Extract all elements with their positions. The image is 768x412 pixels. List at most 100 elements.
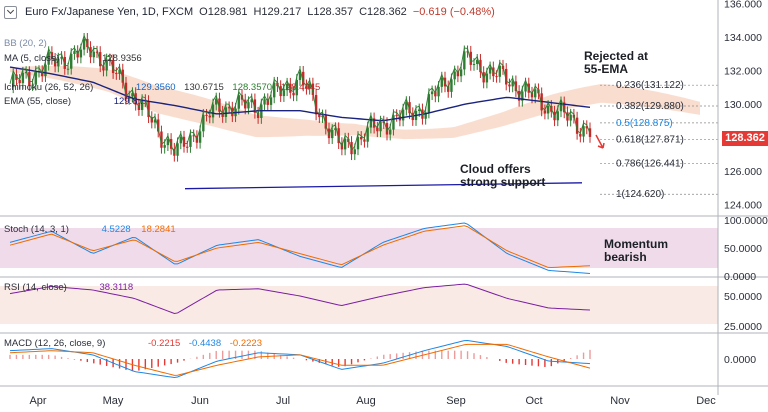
candle-body: [385, 123, 389, 135]
candle-body: [47, 52, 50, 65]
candle-body: [102, 66, 105, 71]
candle-body: [279, 86, 282, 97]
candle: [121, 63, 124, 89]
candle-body: [273, 82, 276, 98]
candle-body: [31, 84, 34, 86]
stoch-label[interactable]: Stoch (14, 3, 1) 4.5228 18.2841: [4, 224, 176, 235]
ma-indicator-label[interactable]: MA (5, close) 128.9356: [4, 53, 142, 64]
candle-body: [57, 58, 60, 67]
candle-body: [466, 51, 469, 53]
candle-body: [105, 59, 108, 71]
close-value: C128.362: [359, 6, 407, 18]
candle-body: [202, 114, 205, 132]
candle-body: [324, 115, 327, 129]
ichimoku-value-4: 128.4445: [280, 82, 321, 93]
candle-body: [269, 97, 273, 105]
candle-body: [463, 51, 466, 70]
candle-body: [366, 127, 369, 142]
candle-body: [131, 93, 134, 97]
candle: [505, 63, 508, 91]
time-tick-May: May: [103, 395, 124, 407]
collapse-icon[interactable]: [4, 5, 17, 19]
macd-value-3: -0.2223: [229, 338, 262, 349]
candle-body: [514, 81, 518, 92]
ema-indicator-label[interactable]: EMA (55, close) 129.8...: [4, 96, 145, 107]
candle-body: [459, 69, 463, 77]
price-tick-5: 126.000: [724, 166, 762, 178]
support-trendline: [184, 182, 583, 190]
candle-body: [350, 142, 353, 155]
candle-body: [405, 102, 408, 110]
candle-body: [579, 133, 582, 137]
candle-body: [563, 102, 566, 113]
stoch-tick-1: 50.0000: [724, 243, 762, 255]
candle: [482, 66, 485, 89]
macd-signal-line: [9, 343, 591, 376]
candle-body: [321, 115, 324, 118]
candle: [205, 109, 208, 122]
bb-indicator-label[interactable]: BB (20, 2): [4, 38, 47, 49]
macd-tick-0: 0.0000: [724, 354, 756, 366]
candle: [360, 131, 363, 146]
candle-body: [115, 73, 118, 75]
candle-body: [485, 73, 489, 83]
candle-body: [559, 102, 563, 112]
stoch-d-value: 18.2841: [141, 224, 176, 235]
candle: [327, 122, 331, 144]
rsi-value: 38.3118: [99, 282, 134, 293]
candle-body: [237, 95, 240, 109]
stoch-tick-0: 100.0000: [724, 215, 768, 227]
fib-label-4: 0.786(126.441): [616, 159, 684, 170]
ma-5-line: [9, 34, 591, 154]
candle: [469, 45, 472, 71]
candle-body: [63, 56, 66, 69]
candle: [363, 133, 366, 148]
ichimoku-indicator-label[interactable]: Ichimoku (26, 52, 26) 129.3560 130.6715 …: [4, 82, 320, 93]
candle-body: [66, 68, 70, 70]
symbol-title[interactable]: Euro Fx/Japanese Yen, 1D, FXCM: [25, 6, 194, 18]
candle-body: [369, 118, 373, 128]
candle-body: [453, 71, 456, 80]
candle-body: [311, 83, 315, 95]
candle: [408, 96, 411, 120]
candle: [337, 122, 340, 149]
candle-body: [392, 115, 395, 130]
candle: [157, 113, 160, 138]
candle-body: [192, 135, 195, 137]
candle-body: [215, 98, 218, 105]
candle-body: [318, 114, 321, 118]
candle-body: [363, 139, 366, 142]
fib-label-3: 0.618(127.871): [616, 135, 684, 146]
candle-body: [334, 128, 337, 131]
candle-body: [82, 38, 86, 50]
candle-body: [24, 72, 28, 74]
candle-body: [395, 115, 398, 117]
candle-body: [456, 71, 460, 77]
candle: [292, 86, 295, 102]
candle: [253, 93, 257, 119]
high-value: H129.217: [253, 6, 302, 18]
rsi-label[interactable]: RSI (14, close) 38.3118: [4, 282, 133, 293]
candle-body: [337, 128, 340, 144]
fib-label-1: 0.382(129.880): [616, 101, 684, 112]
fib-label-0: 0.236(131.122): [616, 80, 684, 91]
candle-body: [99, 52, 102, 67]
stoch-d-line: [9, 225, 591, 268]
current-price-tag: 128.362: [722, 131, 768, 146]
stochastic-pane: [0, 222, 718, 274]
candle-body: [70, 53, 73, 69]
candle-body: [585, 126, 588, 129]
candle-body: [382, 121, 385, 124]
candle-body: [179, 136, 182, 144]
candle: [395, 109, 398, 122]
macd-label[interactable]: MACD (12, 26, close, 9) -0.2215 -0.4438 …: [4, 338, 262, 349]
candle-body: [530, 92, 534, 98]
candle-body: [376, 127, 379, 132]
candle: [102, 60, 105, 77]
candle: [169, 133, 173, 155]
candle-body: [517, 91, 521, 101]
candle-body: [198, 131, 202, 143]
